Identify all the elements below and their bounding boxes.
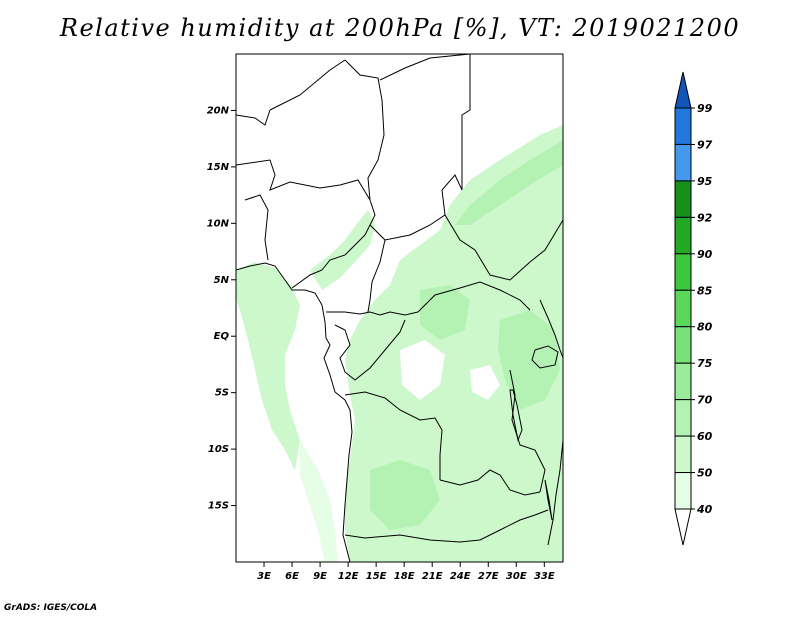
dry-region-east	[470, 365, 500, 400]
border-chad-sudan	[441, 174, 463, 216]
lake-tanganyika	[509, 389, 523, 442]
humidity-region-gulf	[300, 440, 338, 562]
lon-tick-label: 12E	[338, 571, 359, 582]
border-car-drc	[417, 281, 531, 313]
border-egypt-sudan	[461, 54, 471, 190]
colorbar-bin	[674, 399, 692, 437]
coastline-east	[547, 439, 563, 546]
colorbar-label: 75	[697, 357, 713, 370]
border-cameroon-car	[367, 239, 386, 313]
border-drc-west	[344, 391, 443, 480]
lon-tick-label: 27E	[478, 571, 499, 582]
humidity-region-west	[236, 262, 300, 470]
dry-region-center	[400, 340, 445, 400]
colorbar-bin	[674, 180, 692, 218]
colorbar-label: 60	[697, 430, 713, 443]
border-gabon-congo	[334, 319, 406, 381]
humidity-region-east	[345, 125, 563, 562]
border-niger-nigeria	[236, 159, 371, 201]
colorbar-bin	[674, 472, 692, 510]
border-mali-niger	[236, 109, 271, 126]
border-drc-east	[509, 369, 546, 493]
map-title: Relative humidity at 200hPa [%], VT: 201…	[59, 14, 741, 42]
humidity-patch-congo	[420, 285, 470, 340]
colorbar-label: 70	[697, 394, 713, 407]
lon-tick-label: 21E	[422, 571, 443, 582]
coastline-west	[236, 262, 353, 562]
lake-victoria	[531, 345, 559, 369]
humidity-region-center	[310, 210, 375, 290]
humidity-field	[236, 125, 563, 562]
lat-tick-label: 5S	[215, 388, 229, 399]
colorbar-bin	[674, 216, 692, 255]
colorbar-bin	[674, 326, 692, 364]
lat-tick-label: 10S	[208, 444, 229, 455]
colorbar-label: 95	[697, 175, 713, 188]
lon-tick-label: 24E	[450, 571, 471, 582]
colorbar: 40 50 60 70 75 80 85 90 92 95 97 99	[674, 71, 713, 546]
colorbar-label: 99	[697, 102, 713, 115]
colorbar-bin	[674, 143, 692, 182]
border-niger-chad	[344, 59, 385, 201]
border-sudan-south	[489, 219, 563, 281]
colorbar-bin	[674, 289, 692, 328]
border-uganda-kenya	[539, 299, 563, 359]
border-nigeria-cameroon	[291, 199, 376, 289]
border-angola-zambia	[439, 469, 541, 496]
colorbar-label: 85	[697, 284, 713, 297]
border-cameroon-gabon	[326, 311, 419, 316]
lat-tick-label: EQ	[214, 331, 230, 342]
colorbar-label: 90	[697, 248, 713, 261]
border-niger-north	[269, 59, 346, 111]
colorbar-label: 50	[697, 467, 713, 480]
lon-tick-label: 3E	[257, 571, 271, 582]
software-credit: GrADS: IGES/COLA	[4, 603, 98, 613]
border-namibia	[344, 509, 549, 543]
border-chad-car	[369, 214, 491, 276]
lon-tick-label: 6E	[285, 571, 299, 582]
lake-malawi	[544, 479, 553, 521]
colorbar-label: 40	[696, 503, 713, 516]
colorbar-bin	[674, 362, 692, 401]
colorbar-bin	[674, 107, 692, 145]
map-frame	[235, 53, 564, 563]
border-libya-chad	[379, 54, 471, 81]
colorbar-label: 80	[697, 321, 713, 334]
humidity-band-northeast	[455, 140, 563, 225]
lat-tick-label: 5N	[214, 275, 230, 286]
lat-tick-label: 10N	[207, 218, 230, 229]
humidity-patch-south	[370, 460, 440, 530]
colorbar-label: 97	[697, 138, 713, 151]
colorbar-bin	[674, 253, 692, 291]
lon-tick-label: 30E	[506, 571, 527, 582]
lat-tick-label: 15S	[208, 501, 229, 512]
border-benin	[244, 194, 269, 261]
lon-tick-label: 33E	[534, 571, 555, 582]
lon-tick-label: 9E	[313, 571, 327, 582]
boundaries	[236, 54, 563, 562]
latitude-axis: 20N 15N 10N 5N EQ 5S 10S 15S	[207, 105, 236, 512]
lon-tick-label: 18E	[394, 571, 415, 582]
lat-tick-label: 20N	[207, 105, 230, 116]
longitude-axis: 3E 6E 9E 12E 15E 18E 21E 24E 27E 30E 33E	[257, 562, 555, 582]
colorbar-bottom-arrow	[674, 508, 692, 546]
colorbar-top-arrow	[674, 71, 692, 109]
colorbar-bin	[674, 435, 692, 474]
lat-tick-label: 15N	[207, 162, 230, 173]
lon-tick-label: 15E	[366, 571, 387, 582]
colorbar-label: 92	[697, 211, 713, 224]
